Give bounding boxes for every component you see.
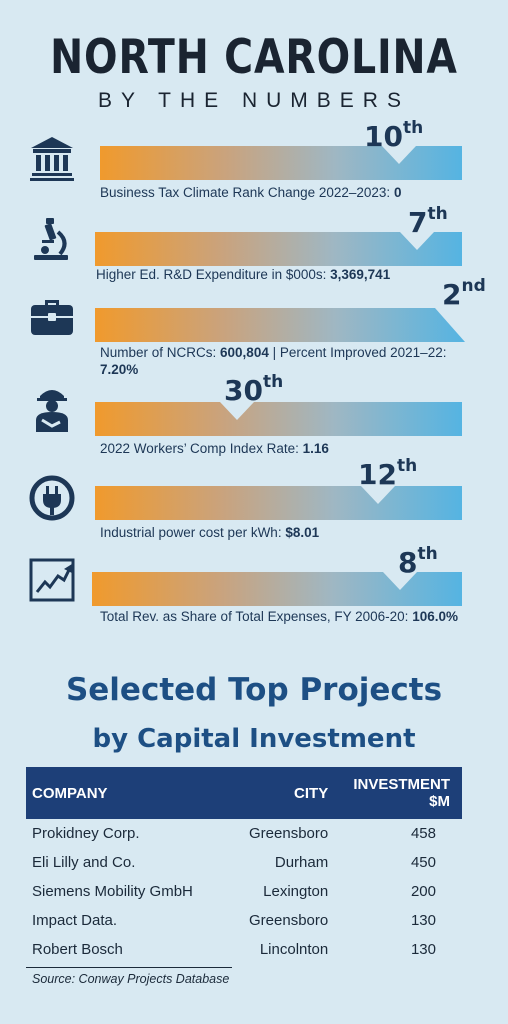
rank-pointer bbox=[361, 486, 395, 504]
column-header-investment: INVESTMENT $M bbox=[334, 767, 462, 819]
rank-label: 2nd bbox=[442, 276, 486, 311]
city-cell: Durham bbox=[274, 854, 329, 871]
rank-label: 10th bbox=[364, 118, 424, 153]
company-cell: Siemens Mobility GmbH bbox=[32, 883, 193, 900]
city-cell: Greensboro bbox=[249, 912, 329, 929]
rank-label: 7th bbox=[408, 204, 448, 239]
page-title: NORTH CAROLINA bbox=[50, 30, 458, 85]
rising-chart-icon bbox=[29, 558, 75, 602]
microscope-icon bbox=[34, 218, 68, 260]
projects-table: COMPANY CITY INVESTMENT $M Prokidney Cor… bbox=[26, 767, 462, 964]
power-plug-icon bbox=[29, 475, 75, 521]
table-row: Prokidney Corp. Greensboro 458 bbox=[26, 819, 462, 848]
city-cell: Lexington bbox=[263, 883, 329, 900]
bank-building-icon bbox=[30, 137, 74, 181]
rank-bar bbox=[95, 308, 465, 342]
company-cell: Impact Data. bbox=[32, 912, 118, 929]
table-row: Robert Bosch Lincolnton 130 bbox=[26, 935, 462, 964]
injured-worker-icon bbox=[36, 390, 68, 432]
rank-bar bbox=[95, 486, 462, 520]
rank-label: 12th bbox=[358, 456, 418, 491]
company-cell: Robert Bosch bbox=[32, 941, 123, 958]
briefcase-icon bbox=[31, 300, 73, 335]
investment-cell: 200 bbox=[410, 883, 436, 900]
column-header-city: CITY bbox=[243, 767, 335, 819]
rank-pointer bbox=[383, 572, 417, 590]
table-row: Siemens Mobility GmbH Lexington 200 bbox=[26, 877, 462, 906]
metric-caption: Industrial power cost per kWh: $8.01 bbox=[100, 525, 320, 540]
page-subtitle: BY THE NUMBERS bbox=[98, 89, 410, 112]
city-cell: Lincolnton bbox=[259, 941, 329, 958]
rank-pointer bbox=[435, 308, 465, 342]
metric-caption: Business Tax Climate Rank Change 2022–20… bbox=[100, 185, 402, 200]
rank-pointer bbox=[220, 402, 254, 420]
rank-label: 30th bbox=[224, 372, 284, 407]
metric-caption: Number of NCRCs: 600,804 | Percent Impro… bbox=[100, 345, 447, 377]
investment-cell: 130 bbox=[410, 941, 436, 958]
projects-subheading: by Capital Investment bbox=[92, 724, 416, 754]
metric-caption: Total Rev. as Share of Total Expenses, F… bbox=[100, 609, 458, 624]
source-note: Source: Conway Projects Database bbox=[32, 972, 230, 986]
city-cell: Greensboro bbox=[249, 825, 329, 842]
rank-bar bbox=[95, 402, 462, 436]
table-row: Eli Lilly and Co. Durham 450 bbox=[26, 848, 462, 877]
rank-pointer bbox=[400, 232, 434, 250]
company-cell: Eli Lilly and Co. bbox=[32, 854, 136, 871]
source-divider bbox=[26, 967, 232, 968]
table-header-row: COMPANY CITY INVESTMENT $M bbox=[26, 767, 462, 819]
investment-cell: 130 bbox=[410, 912, 436, 929]
projects-heading: Selected Top Projects bbox=[65, 672, 443, 708]
rank-label: 8th bbox=[398, 544, 438, 579]
table-row: Impact Data. Greensboro 130 bbox=[26, 906, 462, 935]
company-cell: Prokidney Corp. bbox=[32, 825, 140, 842]
metric-caption: Higher Ed. R&D Expenditure in $000s: 3,3… bbox=[96, 267, 391, 282]
column-header-company: COMPANY bbox=[26, 767, 243, 819]
investment-cell: 458 bbox=[410, 825, 436, 842]
metric-caption: 2022 Workers’ Comp Index Rate: 1.16 bbox=[100, 441, 329, 456]
rank-pointer bbox=[382, 146, 416, 164]
investment-cell: 450 bbox=[410, 854, 436, 871]
